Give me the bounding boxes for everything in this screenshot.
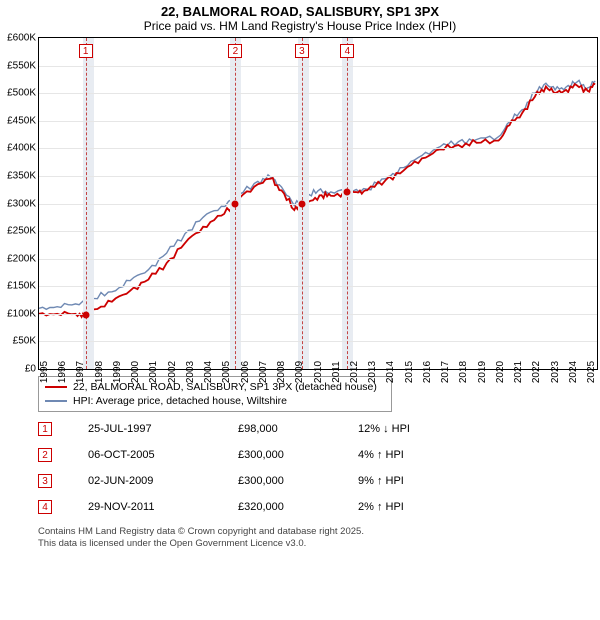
event-price: £300,000 <box>238 449 358 461</box>
event-date: 06-OCT-2005 <box>52 449 238 461</box>
sale-point <box>232 200 239 207</box>
x-tick-label: 2019 <box>477 361 488 383</box>
y-tick-label: £200K <box>7 253 36 264</box>
sale-point <box>82 311 89 318</box>
y-tick-label: £500K <box>7 88 36 99</box>
event-row: 206-OCT-2005£300,0004% ↑ HPI <box>38 442 594 468</box>
event-number: 2 <box>38 448 52 462</box>
x-tick-label: 2011 <box>331 361 342 383</box>
event-date: 02-JUN-2009 <box>52 475 238 487</box>
x-tick-label: 2018 <box>458 361 469 383</box>
legend-swatch <box>45 386 67 388</box>
x-tick-label: 2002 <box>167 361 178 383</box>
event-row: 429-NOV-2011£320,0002% ↑ HPI <box>38 494 594 520</box>
footer-line: Contains HM Land Registry data © Crown c… <box>38 526 594 538</box>
x-tick-label: 2017 <box>440 361 451 383</box>
event-date: 29-NOV-2011 <box>52 501 238 513</box>
events-table: 125-JUL-1997£98,00012% ↓ HPI206-OCT-2005… <box>38 416 594 520</box>
x-tick-label: 2009 <box>294 361 305 383</box>
x-tick-label: 1998 <box>94 361 105 383</box>
page-title: 22, BALMORAL ROAD, SALISBURY, SP1 3PX <box>6 4 594 19</box>
y-tick-label: £0 <box>25 364 36 375</box>
event-price: £98,000 <box>238 423 358 435</box>
x-tick-label: 2000 <box>130 361 141 383</box>
event-hpi: 4% ↑ HPI <box>358 449 478 461</box>
event-marker: 2 <box>228 44 242 58</box>
x-tick-label: 2001 <box>148 361 159 383</box>
x-tick-label: 2010 <box>313 361 324 383</box>
series-hpi <box>39 80 595 309</box>
x-tick-label: 1999 <box>112 361 123 383</box>
y-tick-label: £350K <box>7 170 36 181</box>
x-tick-label: 2012 <box>349 361 360 383</box>
x-tick-label: 2007 <box>258 361 269 383</box>
series-price_paid <box>39 84 595 317</box>
event-marker: 4 <box>340 44 354 58</box>
event-hpi: 12% ↓ HPI <box>358 423 478 435</box>
event-price: £300,000 <box>238 475 358 487</box>
event-row: 302-JUN-2009£300,0009% ↑ HPI <box>38 468 594 494</box>
x-tick-label: 2023 <box>550 361 561 383</box>
sale-point <box>298 200 305 207</box>
legend-swatch <box>45 400 67 402</box>
x-tick-label: 2025 <box>586 361 597 383</box>
event-marker: 1 <box>79 44 93 58</box>
y-tick-label: £50K <box>13 336 36 347</box>
y-tick-label: £550K <box>7 60 36 71</box>
event-hpi: 9% ↑ HPI <box>358 475 478 487</box>
x-tick-label: 2004 <box>203 361 214 383</box>
y-tick-label: £600K <box>7 33 36 44</box>
footer: Contains HM Land Registry data © Crown c… <box>38 526 594 550</box>
x-tick-label: 2024 <box>568 361 579 383</box>
y-tick-label: £300K <box>7 198 36 209</box>
event-date: 25-JUL-1997 <box>52 423 238 435</box>
x-tick-label: 2015 <box>404 361 415 383</box>
x-tick-label: 2014 <box>385 361 396 383</box>
x-tick-label: 2005 <box>221 361 232 383</box>
x-tick-label: 2013 <box>367 361 378 383</box>
x-tick-label: 1996 <box>57 361 68 383</box>
legend-row: HPI: Average price, detached house, Wilt… <box>45 394 385 408</box>
event-number: 4 <box>38 500 52 514</box>
y-tick-label: £450K <box>7 115 36 126</box>
footer-line: This data is licensed under the Open Gov… <box>38 538 594 550</box>
x-tick-label: 2003 <box>185 361 196 383</box>
x-tick-label: 2016 <box>422 361 433 383</box>
event-price: £320,000 <box>238 501 358 513</box>
x-tick-label: 2022 <box>531 361 542 383</box>
event-marker: 3 <box>295 44 309 58</box>
y-tick-label: £100K <box>7 308 36 319</box>
price-chart: £0£50K£100K£150K£200K£250K£300K£350K£400… <box>38 37 598 370</box>
x-tick-label: 1995 <box>39 361 50 383</box>
event-hpi: 2% ↑ HPI <box>358 501 478 513</box>
x-tick-label: 2008 <box>276 361 287 383</box>
event-row: 125-JUL-1997£98,00012% ↓ HPI <box>38 416 594 442</box>
x-tick-label: 2021 <box>513 361 524 383</box>
y-tick-label: £400K <box>7 143 36 154</box>
y-tick-label: £250K <box>7 226 36 237</box>
legend-label: HPI: Average price, detached house, Wilt… <box>73 395 287 407</box>
x-tick-label: 2006 <box>240 361 251 383</box>
event-number: 3 <box>38 474 52 488</box>
page-subtitle: Price paid vs. HM Land Registry's House … <box>6 19 594 33</box>
sale-point <box>344 189 351 196</box>
y-tick-label: £150K <box>7 281 36 292</box>
event-number: 1 <box>38 422 52 436</box>
x-tick-label: 2020 <box>495 361 506 383</box>
